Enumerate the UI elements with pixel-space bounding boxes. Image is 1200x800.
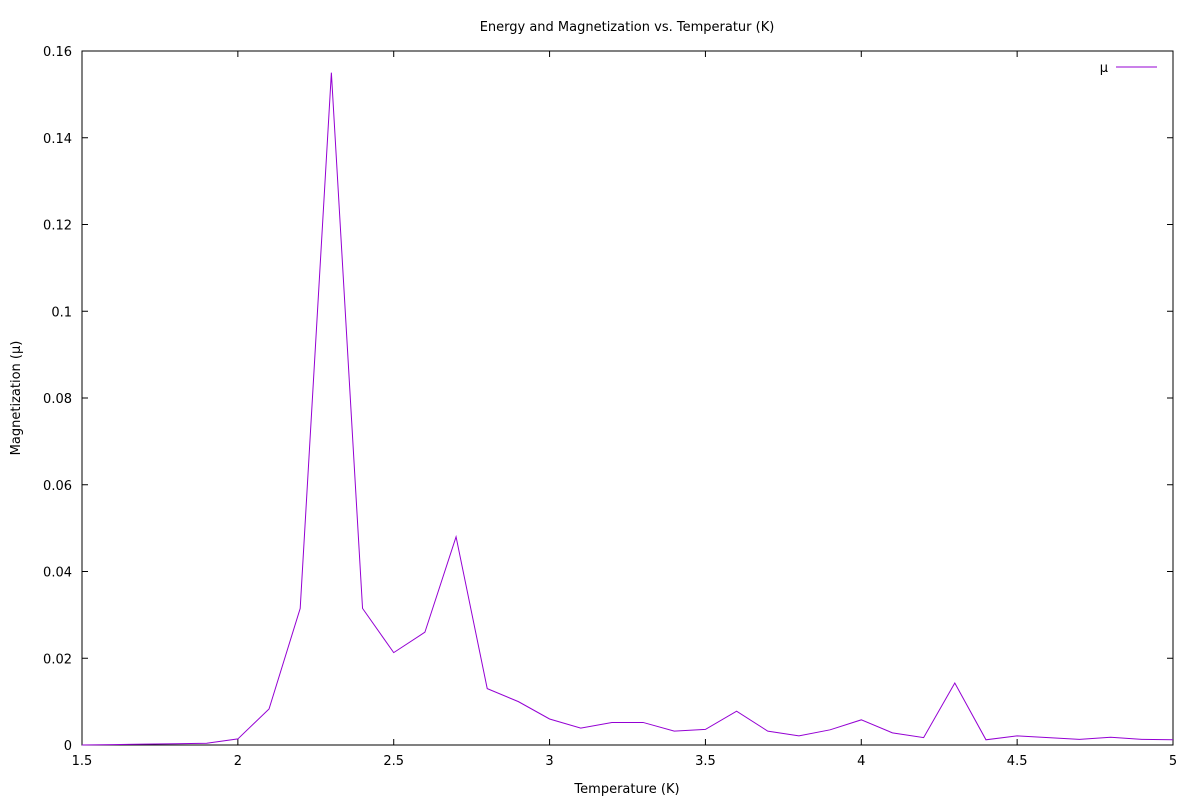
y-axis-title: Magnetization (μ) [9,341,24,456]
x-tick-label: 3 [545,754,553,769]
x-tick-label: 2 [234,754,242,769]
legend-label-mu: μ [1100,61,1108,76]
series-line-mu [81,72,1174,746]
x-tick-label: 2.5 [383,754,404,769]
y-tick-label: 0.04 [43,566,72,581]
y-axis: 0 0.02 0.04 0.06 0.08 0.1 0.12 0.14 0.16 [43,45,1173,754]
x-tick-label: 3.5 [695,754,716,769]
y-tick-label: 0.12 [43,219,72,234]
x-tick-label: 1.5 [72,754,93,769]
chart-title: Energy and Magnetization vs. Temperatur … [480,20,775,35]
legend: μ [1100,61,1157,76]
x-axis: 1.5 2 2.5 3 3.5 4 4.5 5 [72,51,1177,769]
y-tick-label: 0.16 [43,45,72,60]
y-tick-label: 0 [64,739,72,754]
x-tick-label: 4.5 [1007,754,1028,769]
x-axis-title: Temperature (K) [573,782,679,797]
x-tick-label: 4 [857,754,865,769]
y-tick-label: 0.06 [43,479,72,494]
y-tick-label: 0.02 [43,652,72,667]
x-tick-label: 5 [1169,754,1177,769]
y-tick-label: 0.1 [51,305,72,320]
plot-border [81,50,1174,746]
y-tick-label: 0.14 [43,132,72,147]
y-tick-label: 0.08 [43,392,72,407]
